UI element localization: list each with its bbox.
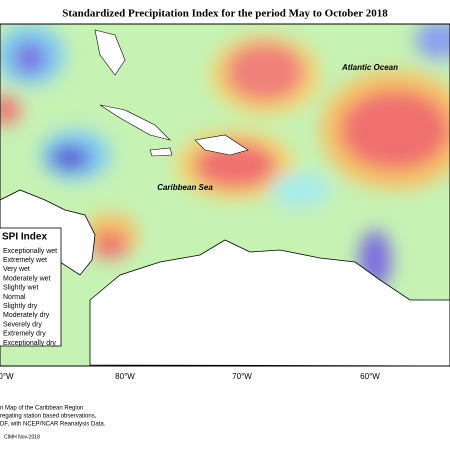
footer-line: n Map of the Caribbean Region <box>0 406 83 412</box>
ocean-label: Atlantic Ocean <box>341 63 398 72</box>
legend: Exceptionally wet Extremely wet Very wet Mo… <box>3 248 57 347</box>
legend-item: Extremely dry <box>3 331 46 338</box>
legend-item: Exceptionally dry <box>3 340 56 347</box>
longitude-label: 80°W <box>115 372 135 381</box>
title: Standardized Precipitation Index for the… <box>62 8 388 20</box>
legend-item: Normal <box>3 294 26 301</box>
legend-item: Moderately wet <box>3 275 51 282</box>
legend-box <box>0 227 62 347</box>
legend-item: Moderately dry <box>3 312 50 319</box>
footer-line: regating station based observations, <box>0 414 97 420</box>
longitude-label: 70°W <box>232 372 252 381</box>
legend-item: Exceptionally wet <box>3 248 57 255</box>
footer-credit: CIMH Nov-2018 <box>4 434 40 440</box>
legend-item: Slightly wet <box>3 285 38 292</box>
longitude-label: 60°W <box>360 372 380 381</box>
footer-line: DF, with NCEP/NCAR Reanalysis Data. <box>0 422 106 428</box>
legend-item: Slightly dry <box>3 303 38 310</box>
spi-field <box>0 24 450 366</box>
legend-title: SPI Index <box>2 232 47 243</box>
legend-item: Severely dry <box>3 321 42 328</box>
sea-label: Caribbean Sea <box>157 183 213 192</box>
legend-item: Extremely wet <box>3 257 47 264</box>
footer: n Map of the Caribbean Region regating st… <box>0 406 106 441</box>
longitude-labels: 0°W 80°W 70°W 60°W <box>0 372 380 381</box>
legend-item: Very wet <box>3 266 30 273</box>
longitude-label: 0°W <box>0 372 14 381</box>
